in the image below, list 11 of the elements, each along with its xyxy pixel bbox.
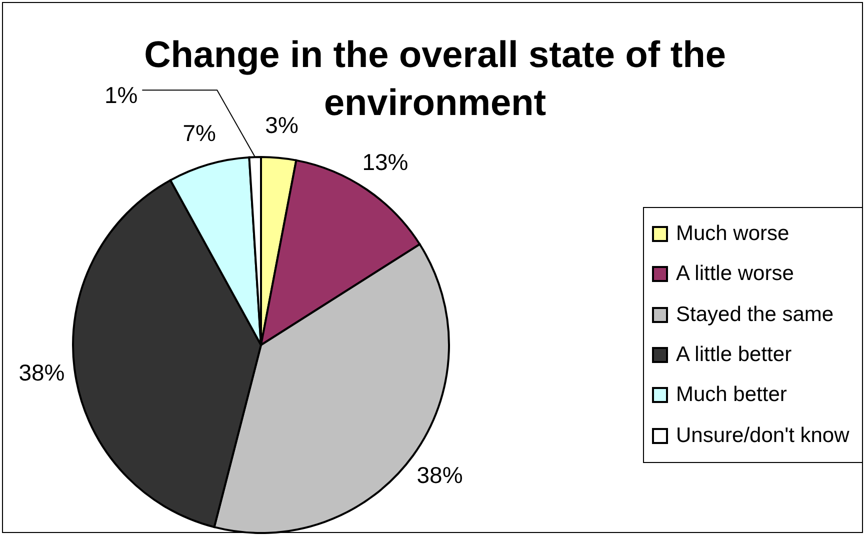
data-label: 7%: [182, 120, 216, 146]
data-label: 38%: [416, 462, 463, 488]
legend-label: Unsure/don't know: [676, 424, 850, 448]
legend-label: Much worse: [676, 222, 790, 246]
legend-label: Stayed the same: [676, 302, 834, 327]
legend-label: A little better: [676, 343, 792, 368]
data-label: 38%: [18, 360, 65, 386]
data-label: 1%: [104, 82, 138, 108]
legend-label: A little worse: [676, 262, 794, 286]
data-label: 13%: [362, 149, 408, 176]
legend-label: Much better: [676, 383, 787, 408]
